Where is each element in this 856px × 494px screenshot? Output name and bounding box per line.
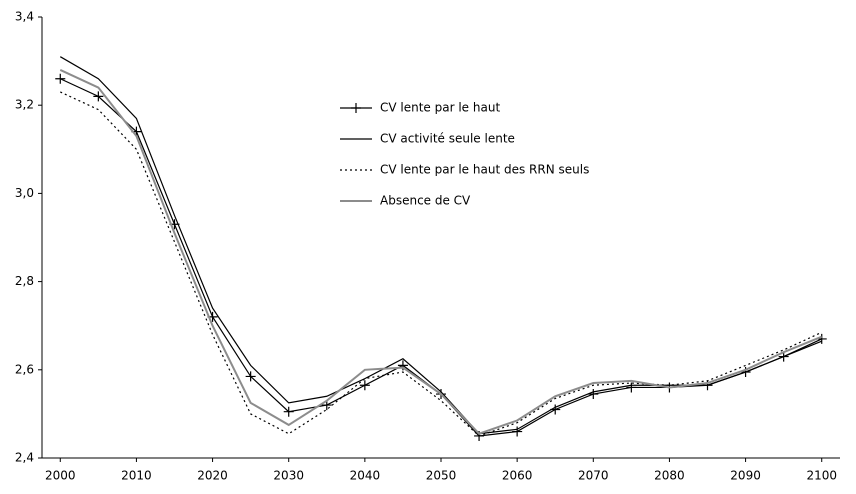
series-line (59, 69, 823, 435)
x-tick-label: 2080 (654, 469, 685, 483)
series-line (60, 91, 822, 437)
legend-label: CV lente par le haut des RRN seuls (380, 163, 589, 177)
x-tick-label: 2060 (502, 469, 533, 483)
marker (359, 380, 370, 391)
marker (588, 389, 599, 400)
legend-label: CV lente par le haut (380, 101, 500, 115)
y-tick-label: 3,2 (15, 98, 34, 112)
x-tick-label: 2050 (426, 469, 457, 483)
marker (512, 426, 523, 437)
marker (93, 91, 104, 102)
y-tick-label: 3,0 (15, 186, 34, 200)
marker (626, 382, 637, 393)
y-tick-label: 2,8 (15, 274, 34, 288)
marker (351, 103, 361, 113)
y-tick-label: 2,4 (15, 451, 34, 465)
marker (245, 371, 256, 382)
x-tick-label: 2020 (197, 469, 228, 483)
y-tick-label: 2,6 (15, 362, 34, 376)
y-tick-label: 3,4 (15, 10, 34, 24)
legend-label: Absence de CV (380, 194, 471, 208)
x-tick-label: 2070 (578, 469, 609, 483)
x-tick-label: 2030 (273, 469, 304, 483)
marker (283, 406, 294, 417)
marker (55, 73, 66, 84)
x-tick-label: 2100 (806, 469, 837, 483)
legend-label: CV activité seule lente (380, 132, 515, 146)
x-tick-label: 2040 (350, 469, 381, 483)
x-tick-label: 2010 (121, 469, 152, 483)
x-tick-label: 2000 (45, 469, 76, 483)
x-tick-label: 2090 (730, 469, 761, 483)
